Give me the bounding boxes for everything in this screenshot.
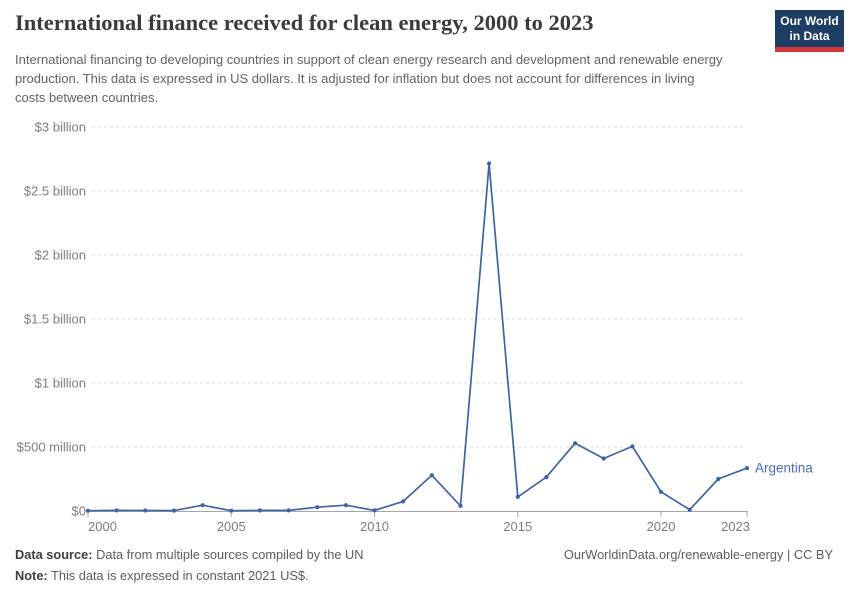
data-point[interactable] <box>315 505 320 510</box>
y-axis-label: $500 million <box>17 440 86 455</box>
note-line: Note: This data is expressed in constant… <box>15 568 309 583</box>
note-label: Note: <box>15 568 48 583</box>
x-axis-label: 2005 <box>217 519 246 534</box>
data-point[interactable] <box>429 473 434 478</box>
note-text: This data is expressed in constant 2021 … <box>47 568 309 583</box>
data-source-text: Data from multiple sources compiled by t… <box>92 547 364 562</box>
data-point[interactable] <box>630 444 635 449</box>
data-point[interactable] <box>85 508 91 513</box>
y-axis-label: $3 billion <box>35 120 86 135</box>
data-point[interactable] <box>458 503 463 508</box>
data-point[interactable] <box>200 503 205 508</box>
data-point[interactable] <box>286 508 291 513</box>
y-axis-label: $2 billion <box>35 248 86 263</box>
y-axis-label: $1.5 billion <box>24 312 86 327</box>
y-axis-label: $1 billion <box>35 376 86 391</box>
data-point[interactable] <box>573 441 578 446</box>
data-point[interactable] <box>114 508 119 513</box>
page-title: International finance received for clean… <box>15 10 594 35</box>
owid-logo[interactable]: Our World in Data <box>775 10 844 52</box>
x-axis-label: 2015 <box>503 519 532 534</box>
x-axis-label: 2010 <box>360 519 389 534</box>
x-axis-label: 2020 <box>647 519 676 534</box>
data-line <box>87 162 748 512</box>
owid-logo-line1: Our World <box>780 14 839 28</box>
data-point[interactable] <box>487 161 492 166</box>
data-point[interactable] <box>544 475 549 480</box>
data-point[interactable] <box>601 456 606 461</box>
data-point[interactable] <box>716 476 721 482</box>
data-point[interactable] <box>372 508 377 513</box>
data-point[interactable] <box>343 503 348 508</box>
data-point[interactable] <box>143 508 148 513</box>
chart-subtitle: International financing to developing co… <box>15 52 723 105</box>
y-axis-label: $2.5 billion <box>24 184 86 199</box>
owid-logo-line2: in Data <box>789 29 830 43</box>
data-point[interactable] <box>515 494 520 499</box>
data-source-label: Data source: <box>15 547 93 562</box>
x-axis-label: 2000 <box>88 519 117 534</box>
data-point[interactable] <box>401 499 406 504</box>
data-point[interactable] <box>658 489 664 494</box>
data-point[interactable] <box>229 508 234 513</box>
data-point[interactable] <box>687 507 692 512</box>
y-axis-label: $0 <box>72 504 86 519</box>
data-point[interactable] <box>171 508 177 513</box>
data-source-line: Data source: Data from multiple sources … <box>15 547 364 562</box>
data-point[interactable] <box>257 508 262 513</box>
series-label-argentina[interactable]: Argentina <box>755 461 813 476</box>
x-axis-label: 2023 <box>721 519 750 534</box>
owid-url-link[interactable]: OurWorldinData.org/renewable-energy | CC… <box>563 547 833 562</box>
data-point[interactable] <box>744 466 750 471</box>
